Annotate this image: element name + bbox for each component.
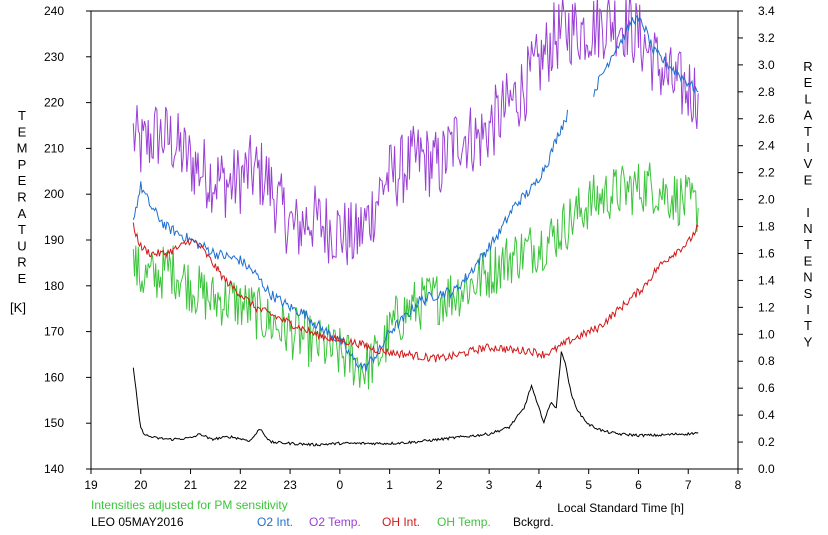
y-left-tick-label: 220 <box>44 96 64 110</box>
station-date-label: LEO 05MAY2016 <box>91 515 184 529</box>
legend-oh-int: OH Int. <box>382 515 420 529</box>
x-axis-ticks: 19 20 21 22 23 0 1 2 3 4 5 6 7 8 <box>84 469 742 492</box>
y-left-title-letter: M <box>17 141 28 156</box>
y-left-title-letter: E <box>18 173 27 188</box>
y-right-title-letter: S <box>804 286 813 301</box>
y-left-tick-label: 240 <box>44 4 64 18</box>
y-right-tick-label: 3.2 <box>758 31 775 45</box>
y-right-tick-label: 2.6 <box>758 112 775 126</box>
x-tick-label: 20 <box>134 478 148 492</box>
y-right-tick-label: 3.0 <box>758 58 775 72</box>
y-right-title-letter: E <box>804 253 813 268</box>
y-right-tick-label: 2.8 <box>758 85 775 99</box>
y-right-axis-ticks: 0.0 0.2 0.4 0.6 0.8 1.0 1.2 1.4 1.6 1.8 2.0 2.2 2.4 2… <box>738 4 775 476</box>
y-right-tick-label: 0.2 <box>758 435 775 449</box>
x-axis-title: Local Standard Time [h] <box>557 501 684 515</box>
sensitivity-note: Intensities adjusted for PM sensitivity <box>91 498 288 512</box>
x-tick-label: 8 <box>735 478 742 492</box>
y-left-tick-label: 180 <box>44 279 64 293</box>
y-left-tick-label: 210 <box>44 141 64 155</box>
x-tick-label: 6 <box>635 478 642 492</box>
legend-o2-temp: O2 Temp. <box>309 515 361 529</box>
y-left-title-letter: R <box>17 255 26 270</box>
y-left-tick-label: 190 <box>44 233 64 247</box>
y-right-title-letter: E <box>804 75 813 90</box>
y-right-title-letter: T <box>804 237 812 252</box>
x-tick-label: 7 <box>685 478 692 492</box>
y-left-title-letter: E <box>18 124 27 139</box>
y-left-title-letter: T <box>18 108 26 123</box>
y-right-title-letter: T <box>804 318 812 333</box>
x-tick-label: 22 <box>234 478 248 492</box>
series-line-oh-int <box>132 222 699 363</box>
y-left-title-letter: P <box>18 157 27 172</box>
legend-oh-temp: OH Temp. <box>437 515 491 529</box>
y-right-title-letter: R <box>803 59 812 74</box>
series-line-o2-int <box>132 109 568 372</box>
series-line-o2-int <box>593 14 699 97</box>
y-right-tick-label: 0.8 <box>758 354 775 368</box>
y-right-title-letter: I <box>806 302 810 317</box>
x-tick-label: 3 <box>486 478 493 492</box>
series-line-bckgrd <box>132 351 699 447</box>
series-layer <box>132 0 699 447</box>
y-left-title-letter: E <box>18 271 27 286</box>
x-tick-label: 5 <box>585 478 592 492</box>
y-left-axis-unit: [K] <box>10 300 26 315</box>
y-right-title-letter: A <box>804 108 813 123</box>
y-right-tick-label: 0.6 <box>758 381 775 395</box>
series-line-o2-temp <box>132 0 699 266</box>
y-left-tick-label: 150 <box>44 416 64 430</box>
x-tick-label: 4 <box>536 478 543 492</box>
y-right-tick-label: 1.6 <box>758 246 775 260</box>
y-left-title-letter: U <box>17 238 26 253</box>
y-right-title-letter: V <box>804 156 813 171</box>
y-right-tick-label: 2.2 <box>758 166 775 180</box>
y-left-tick-label: 200 <box>44 187 64 201</box>
y-right-title-letter: I <box>806 140 810 155</box>
y-left-tick-label: 230 <box>44 50 64 64</box>
x-tick-label: 0 <box>337 478 344 492</box>
x-tick-label: 1 <box>386 478 393 492</box>
y-right-tick-label: 3.4 <box>758 4 775 18</box>
y-right-title-letter: Y <box>804 334 813 349</box>
y-right-title-letter: I <box>806 205 810 220</box>
x-tick-label: 21 <box>184 478 198 492</box>
y-right-tick-label: 1.0 <box>758 327 775 341</box>
y-right-title-letter: N <box>803 270 812 285</box>
y-right-title-letter: L <box>804 91 811 106</box>
y-right-tick-label: 1.4 <box>758 273 775 287</box>
y-left-title-letter: R <box>17 190 26 205</box>
y-right-tick-label: 2.0 <box>758 193 775 207</box>
y-right-title-letter: N <box>803 221 812 236</box>
y-left-tick-label: 160 <box>44 370 64 384</box>
y-right-title-letter: E <box>804 172 813 187</box>
x-tick-label: 19 <box>84 478 98 492</box>
y-left-axis-ticks: 140 150 160 170 180 190 200 210 220 230 240 <box>44 4 91 476</box>
y-left-tick-label: 140 <box>44 462 64 476</box>
legend-bckgrd: Bckgrd. <box>513 515 554 529</box>
y-left-tick-label: 170 <box>44 325 64 339</box>
x-tick-label: 2 <box>436 478 443 492</box>
y-right-title-letter: T <box>804 124 812 139</box>
y-left-title-letter: T <box>18 222 26 237</box>
y-right-tick-label: 0.0 <box>758 462 775 476</box>
x-tick-label: 23 <box>283 478 297 492</box>
series-line-oh-temp <box>132 162 699 390</box>
y-left-title-letter: A <box>18 206 27 221</box>
legend-o2-int: O2 Int. <box>257 515 293 529</box>
y-right-tick-label: 1.8 <box>758 220 775 234</box>
y-right-tick-label: 0.4 <box>758 408 775 422</box>
y-right-tick-label: 2.4 <box>758 139 775 153</box>
y-right-tick-label: 1.2 <box>758 300 775 314</box>
